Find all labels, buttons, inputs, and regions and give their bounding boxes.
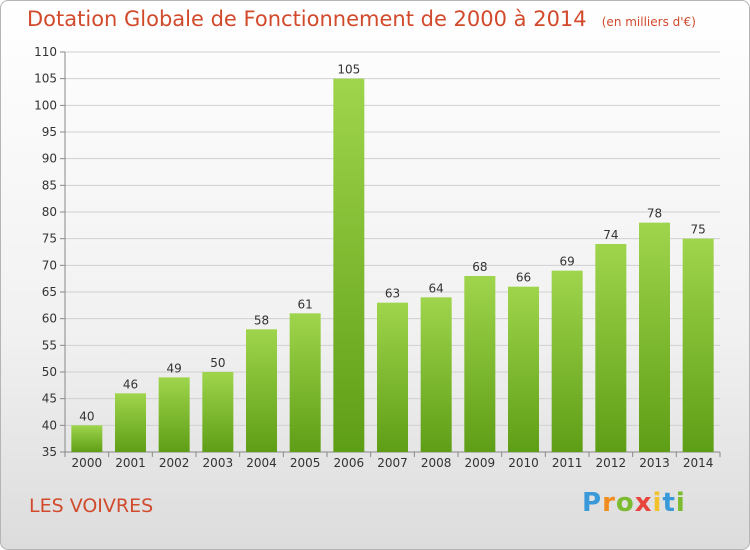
data-label: 78 xyxy=(647,207,662,221)
x-tick-label: 2013 xyxy=(639,456,670,470)
logo-letter: i xyxy=(652,488,663,518)
data-label: 58 xyxy=(254,313,269,327)
logo-letter: t xyxy=(662,488,676,518)
logo-letter: o xyxy=(615,488,635,518)
x-tick-labels: 2000 2001 2002 2003 2004 2005 2006 2007 2008 2009… xyxy=(64,452,721,470)
bar xyxy=(508,286,539,452)
y-tick-label: 110 xyxy=(34,45,57,59)
bar xyxy=(595,244,627,452)
data-label: 64 xyxy=(429,281,444,295)
chart-title: Dotation Globale de Fonctionnement de 20… xyxy=(27,7,587,31)
y-tick-label: 70 xyxy=(42,258,57,272)
data-label: 105 xyxy=(337,63,360,77)
x-tick-label: 2005 xyxy=(290,456,321,470)
bar xyxy=(158,377,190,452)
logo-letter: P xyxy=(582,488,603,518)
y-tick-label: 80 xyxy=(42,205,57,219)
y-tick-label: 100 xyxy=(34,98,57,112)
place-name: LES VOIVRES xyxy=(29,495,154,517)
y-tick-label: 60 xyxy=(42,312,57,326)
y-tick-label: 45 xyxy=(42,392,57,406)
data-label: 50 xyxy=(210,356,225,370)
y-tick-label: 85 xyxy=(42,178,57,192)
bar xyxy=(71,425,103,452)
x-tick-label: 2002 xyxy=(159,456,190,470)
x-tick-label: 2009 xyxy=(465,456,496,470)
bar xyxy=(464,276,496,452)
x-tick-label: 2003 xyxy=(203,456,234,470)
y-tick-labels: 35 40 45 50 55 60 65 70 75 80 85 90 95 100 105 110 xyxy=(34,45,65,459)
y-tick-label: 105 xyxy=(34,72,57,86)
logo-letter: x xyxy=(634,488,653,518)
x-tick-label: 2000 xyxy=(72,456,103,470)
y-tick-label: 50 xyxy=(42,365,57,379)
data-label: 46 xyxy=(123,377,138,391)
x-tick-label: 2014 xyxy=(683,456,714,470)
x-tick-label: 2012 xyxy=(596,456,627,470)
x-tick-label: 2011 xyxy=(552,456,583,470)
data-label: 61 xyxy=(298,297,313,311)
chart-subtitle: (en milliers d'€) xyxy=(601,15,696,29)
data-label: 40 xyxy=(79,409,94,423)
bar xyxy=(202,372,234,452)
y-tick-label: 90 xyxy=(42,152,57,166)
x-tick-label: 2010 xyxy=(508,456,539,470)
y-tick-label: 40 xyxy=(42,418,57,432)
data-label: 74 xyxy=(603,228,618,242)
bar xyxy=(289,313,321,452)
y-tick-label: 55 xyxy=(42,338,57,352)
data-label: 49 xyxy=(167,361,182,375)
bar xyxy=(420,297,452,452)
bars xyxy=(71,78,714,453)
proxiti-logo: Proxiti xyxy=(582,488,686,518)
data-label: 69 xyxy=(560,255,575,269)
x-tick-label: 2004 xyxy=(246,456,277,470)
y-tick-label: 35 xyxy=(42,445,57,459)
title-row: Dotation Globale de Fonctionnement de 20… xyxy=(27,7,696,31)
data-labels: 40 46 49 50 58 61 105 63 64 68 66 69 74 78 75 xyxy=(79,63,706,424)
x-tick-label: 2008 xyxy=(421,456,452,470)
bar xyxy=(551,270,583,452)
data-label: 68 xyxy=(472,260,487,274)
bar xyxy=(682,238,714,452)
bar xyxy=(333,78,365,453)
data-label: 63 xyxy=(385,287,400,301)
x-tick-label: 2006 xyxy=(334,456,365,470)
data-label: 75 xyxy=(691,223,706,237)
bar xyxy=(377,302,408,452)
y-tick-label: 95 xyxy=(42,125,57,139)
y-tick-label: 75 xyxy=(42,232,57,246)
x-tick-label: 2007 xyxy=(377,456,408,470)
data-label: 66 xyxy=(516,271,531,285)
bar xyxy=(115,393,146,452)
y-tick-label: 65 xyxy=(42,285,57,299)
logo-letter: r xyxy=(602,488,616,518)
bar xyxy=(246,329,277,452)
logo-letter: i xyxy=(675,488,686,518)
x-tick-label: 2001 xyxy=(115,456,146,470)
bar xyxy=(639,222,670,452)
